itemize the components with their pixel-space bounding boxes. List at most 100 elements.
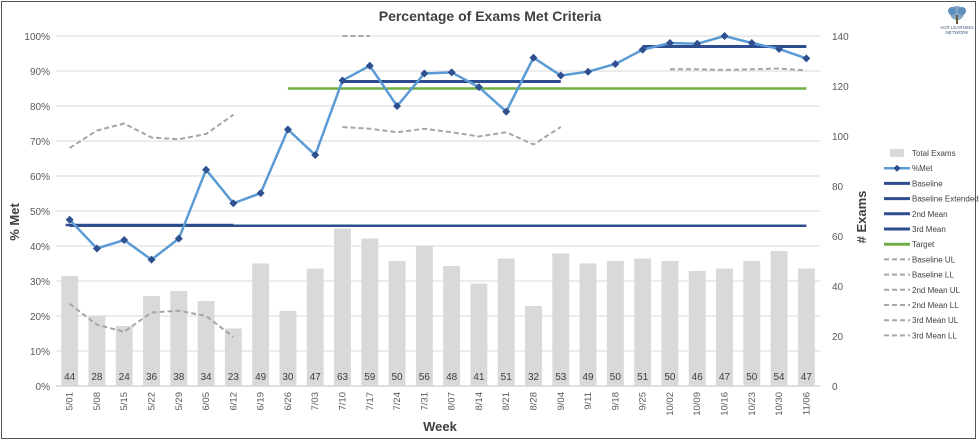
right-tick-label: 120: [832, 82, 849, 93]
x-tick-label: 5/22: [147, 392, 158, 411]
x-axis-ticks: 5/01 5/08 5/15 5/22 5/29 6/05 6/12 6/19 6/26 7/03…: [65, 392, 813, 416]
bar-total-exams: [388, 261, 406, 386]
right-tick-label: 100: [832, 132, 849, 143]
left-tick-label: 90%: [30, 67, 50, 78]
x-tick-label: 11/06: [801, 392, 812, 415]
bar-total-exams: [606, 261, 624, 386]
bar-value-label: 47: [719, 372, 731, 383]
svg-text:ACR LEARNING: ACR LEARNING: [940, 25, 974, 30]
legend-item-2nd-mean: 2nd Mean: [884, 210, 948, 219]
left-tick-label: 0%: [36, 382, 51, 393]
legend: Total Exams %Met Baseline Baseline Extended…: [884, 149, 979, 340]
pct-met-line: [68, 34, 807, 262]
bar-value-label: 51: [501, 372, 513, 383]
bar-value-label: 41: [473, 372, 485, 383]
bar-total-exams: [306, 268, 324, 386]
x-tick-label: 8/07: [447, 392, 458, 411]
pct-met-point: [802, 54, 811, 63]
legend-label: Baseline: [912, 179, 943, 188]
legend-item-met: %Met: [884, 164, 933, 173]
bar-total-exams: [88, 316, 106, 386]
pct-met-point: [420, 69, 429, 78]
right-tick-label: 40: [832, 282, 844, 293]
limit-3rd-mean-ul: [669, 67, 807, 72]
pct-met-point: [693, 39, 702, 48]
legend-label: 3rd Mean UL: [912, 316, 959, 325]
bar-total-exams: [361, 238, 379, 386]
bar-value-label: 32: [528, 372, 540, 383]
left-axis-label: % Met: [7, 203, 22, 241]
bar-value-label: 50: [392, 372, 404, 383]
bar-value-label: 49: [583, 372, 595, 383]
x-tick-label: 9/25: [638, 392, 649, 411]
bar-total-exams: [143, 296, 160, 386]
right-tick-label: 0: [832, 382, 838, 393]
pct-met-point: [720, 32, 729, 40]
x-tick-label: 5/29: [174, 392, 185, 411]
legend-item-3rd-mean-ul: 3rd Mean UL: [884, 316, 959, 325]
legend-item-target: Target: [884, 240, 935, 249]
x-tick-label: 8/28: [529, 392, 540, 411]
svg-text:NETWORK: NETWORK: [946, 30, 969, 35]
bar-total-exams: [115, 326, 133, 386]
bar-value-label: 44: [64, 372, 76, 383]
legend-label: Total Exams: [912, 149, 956, 158]
bar-total-exams: [224, 328, 242, 386]
bars-layer: [61, 228, 815, 386]
left-tick-label: 60%: [30, 172, 50, 183]
x-tick-label: 6/19: [256, 392, 267, 411]
legend-label: Target: [912, 240, 935, 249]
bar-value-label: 30: [282, 372, 294, 383]
x-tick-label: 9/18: [610, 392, 621, 411]
legend-item-baseline-extended: Baseline Extended: [884, 195, 979, 204]
bar-total-exams: [61, 276, 79, 386]
bar-total-exams: [797, 268, 815, 386]
x-tick-label: 10/30: [774, 392, 785, 416]
left-tick-label: 30%: [30, 277, 50, 288]
left-axis-ticks: 0% 10% 20% 30% 40% 50% 60% 70% 80% 90% 100%: [24, 32, 50, 393]
bar-value-label: 63: [337, 372, 349, 383]
pct-met-point: [365, 61, 374, 70]
x-tick-label: 10/02: [665, 392, 676, 416]
pct-met-point: [393, 102, 402, 110]
bar-value-label: 56: [419, 372, 431, 383]
right-tick-label: 60: [832, 232, 844, 243]
left-tick-label: 80%: [30, 102, 50, 113]
pct-met-point: [120, 236, 129, 245]
bar-total-exams: [443, 266, 461, 386]
pct-met-point: [338, 76, 347, 85]
right-tick-label: 80: [832, 182, 844, 193]
acr-learning-network-logo: ACR LEARNING NETWORK: [940, 6, 974, 35]
pct-met-point: [502, 107, 511, 116]
legend-item-total-exams: Total Exams: [890, 149, 956, 158]
bar-value-label: 34: [201, 372, 213, 383]
bar-value-label: 59: [364, 372, 376, 383]
control-limits-layer: [69, 35, 807, 338]
pct-met-point: [474, 83, 483, 92]
bar-total-exams: [197, 301, 215, 386]
bar-total-exams: [770, 251, 788, 386]
right-axis-ticks: 0 20 40 60 80 100 120 140: [832, 32, 849, 393]
x-tick-label: 8/14: [474, 392, 485, 411]
bar-labels-layer: 44 28 24 36 38 34 23 49 30 47 63 59 50 56 48 41 51 32 53 49…: [64, 372, 812, 383]
pct-met-point: [311, 151, 320, 159]
x-tick-label: 7/03: [310, 392, 321, 411]
legend-swatch: [890, 149, 904, 157]
legend-item-3rd-mean: 3rd Mean: [884, 225, 946, 234]
pct-met-point: [174, 234, 183, 243]
bar-total-exams: [579, 263, 597, 386]
pct-met-point: [147, 255, 156, 264]
pct-met-point: [775, 44, 784, 53]
limit-baseline-ul: [69, 113, 234, 149]
pct-met-point: [447, 68, 456, 77]
pct-met-point: [65, 215, 74, 224]
pct-met-point: [611, 60, 620, 68]
pct-met-point: [638, 45, 647, 54]
legend-item-3rd-mean-ll: 3rd Mean LL: [884, 331, 957, 340]
bar-total-exams: [170, 291, 188, 386]
legend-label: 2nd Mean UL: [912, 286, 961, 295]
x-tick-label: 6/12: [228, 392, 239, 411]
left-tick-label: 50%: [30, 207, 50, 218]
bar-value-label: 46: [692, 372, 704, 383]
